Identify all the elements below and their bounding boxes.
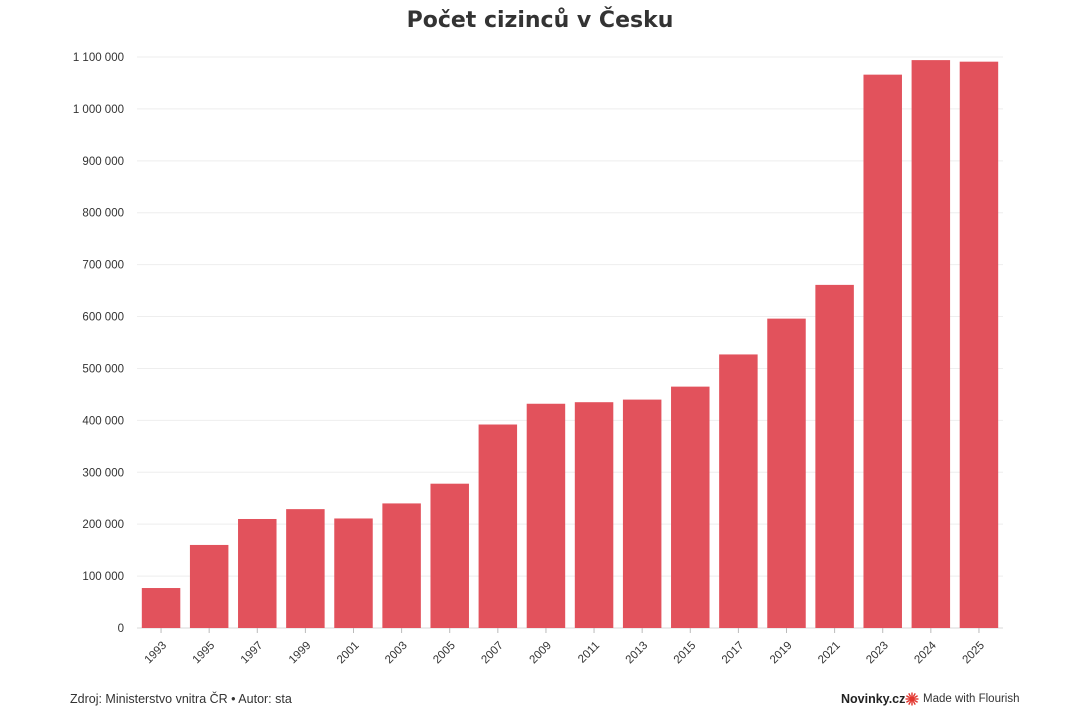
y-tick-label: 1 000 000 xyxy=(73,104,124,116)
bar-2017[interactable] xyxy=(719,354,758,628)
x-tick-label: 2003 xyxy=(383,640,410,667)
brand-logo-text[interactable]: Novinky.cz xyxy=(841,692,906,706)
x-tick-label: 2021 xyxy=(816,640,843,667)
y-tick-label: 600 000 xyxy=(82,312,124,324)
x-tick-label: 1993 xyxy=(143,640,170,667)
chart-title: Počet cizinců v Česku xyxy=(406,8,674,33)
source-note: Zdroj: Ministerstvo vnitra ČR • Autor: s… xyxy=(70,692,292,706)
x-tick-label: 2001 xyxy=(335,640,362,667)
y-tick-label: 1 100 000 xyxy=(73,52,124,64)
bars xyxy=(141,60,999,629)
x-tick-label: 2019 xyxy=(768,640,795,667)
y-tick-label: 300 000 xyxy=(82,467,124,479)
x-tick-label: 1995 xyxy=(191,640,218,667)
bar-1997[interactable] xyxy=(238,518,277,628)
bar-2005[interactable] xyxy=(430,483,469,628)
flourish-label: Made with Flourish xyxy=(923,693,1020,705)
y-tick-label: 100 000 xyxy=(82,571,124,583)
bar-2001[interactable] xyxy=(334,518,373,628)
x-tick-label: 2015 xyxy=(672,640,699,667)
bar-1999[interactable] xyxy=(286,509,325,628)
y-tick-label: 0 xyxy=(118,623,124,635)
bar-2025[interactable] xyxy=(959,61,999,629)
bar-2003[interactable] xyxy=(382,503,421,628)
y-tick-label: 700 000 xyxy=(82,260,124,272)
bar-2023[interactable] xyxy=(863,74,902,628)
x-tick-label: 2017 xyxy=(720,640,747,667)
flourish-star-icon xyxy=(905,692,919,706)
y-tick-label: 500 000 xyxy=(82,363,124,375)
x-tick-label: 2011 xyxy=(576,640,602,666)
gridlines xyxy=(137,56,1003,629)
x-tick-label: 2023 xyxy=(864,640,891,667)
x-tick-label: 2025 xyxy=(960,640,987,667)
bar-2007[interactable] xyxy=(478,424,518,628)
y-tick-label: 200 000 xyxy=(82,519,124,531)
flourish-badge[interactable]: Made with Flourish xyxy=(905,692,1020,706)
x-tick-label: 2005 xyxy=(431,640,458,667)
bar-2021[interactable] xyxy=(815,284,854,628)
bar-2019[interactable] xyxy=(767,318,806,628)
bar-2015[interactable] xyxy=(671,386,710,628)
bar-2013[interactable] xyxy=(622,399,662,628)
bar-1993[interactable] xyxy=(141,588,181,628)
y-tick-label: 400 000 xyxy=(82,415,124,427)
y-tick-label: 900 000 xyxy=(82,156,124,168)
x-tick-label: 1999 xyxy=(287,640,314,667)
y-axis-ticks: 0 100 000 200 000 300 000 400 000 500 000 600 … xyxy=(73,52,124,635)
x-axis-ticks: 1993 1995 1997 1999 2001 2003 2005 2007 2009 2011… xyxy=(143,628,987,666)
bar-1995[interactable] xyxy=(189,544,229,628)
bar-2009[interactable] xyxy=(526,403,566,628)
x-tick-label: 1997 xyxy=(239,640,266,667)
x-tick-label: 2013 xyxy=(624,640,651,667)
x-tick-label: 2007 xyxy=(479,640,506,667)
x-tick-label: 2024 xyxy=(912,639,939,666)
bar-2024[interactable] xyxy=(911,60,951,628)
bar-2011[interactable] xyxy=(574,402,614,628)
y-tick-label: 800 000 xyxy=(82,208,124,220)
x-tick-label: 2009 xyxy=(527,640,554,667)
